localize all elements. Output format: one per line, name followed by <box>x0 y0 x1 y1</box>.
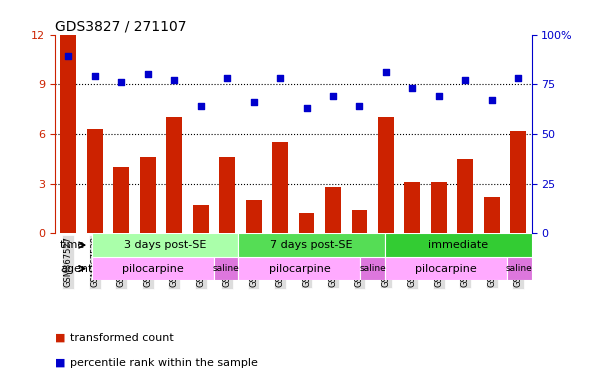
Bar <box>60 35 76 233</box>
Bar <box>385 233 532 257</box>
Text: GDS3827 / 271107: GDS3827 / 271107 <box>55 20 186 33</box>
Text: saline: saline <box>213 264 240 273</box>
Bar <box>360 257 385 280</box>
Point <box>408 85 417 91</box>
Text: saline: saline <box>506 264 533 273</box>
Text: transformed count: transformed count <box>70 333 174 343</box>
Point <box>275 75 285 81</box>
Point <box>116 79 126 85</box>
Text: ■: ■ <box>55 333 65 343</box>
Bar <box>92 257 214 280</box>
Point <box>249 99 258 105</box>
Point <box>64 53 73 60</box>
Point <box>90 73 100 79</box>
Point <box>434 93 444 99</box>
Bar <box>484 197 500 233</box>
Point <box>222 75 232 81</box>
Bar <box>140 157 156 233</box>
Point <box>461 77 470 83</box>
Bar <box>87 129 103 233</box>
Point <box>487 97 497 103</box>
Bar <box>404 182 420 233</box>
Text: agent: agent <box>60 263 92 273</box>
Point <box>328 93 338 99</box>
Text: saline: saline <box>359 264 386 273</box>
Text: pilocarpine: pilocarpine <box>415 263 477 273</box>
Bar <box>299 214 315 233</box>
Bar <box>238 233 385 257</box>
Bar <box>246 200 262 233</box>
Text: pilocarpine: pilocarpine <box>122 263 184 273</box>
Bar <box>214 257 238 280</box>
Text: 3 days post-SE: 3 days post-SE <box>124 240 206 250</box>
Bar <box>378 118 394 233</box>
Text: immediate: immediate <box>428 240 488 250</box>
Bar <box>92 233 238 257</box>
Point <box>143 71 153 78</box>
Bar <box>431 182 447 233</box>
Bar <box>192 205 208 233</box>
Point <box>302 105 312 111</box>
Point <box>354 103 364 109</box>
Point <box>513 75 523 81</box>
Bar <box>113 167 129 233</box>
Bar <box>219 157 235 233</box>
Bar <box>325 187 341 233</box>
Text: pilocarpine: pilocarpine <box>268 263 331 273</box>
Bar <box>458 159 474 233</box>
Point <box>381 69 391 75</box>
Text: ■: ■ <box>55 358 65 368</box>
Text: time: time <box>60 240 85 250</box>
Bar <box>385 257 507 280</box>
Bar <box>272 142 288 233</box>
Point <box>169 77 179 83</box>
Bar <box>510 131 526 233</box>
Text: 7 days post-SE: 7 days post-SE <box>270 240 353 250</box>
Bar <box>351 210 367 233</box>
Bar <box>238 257 360 280</box>
Bar <box>507 257 532 280</box>
Text: percentile rank within the sample: percentile rank within the sample <box>70 358 258 368</box>
Point <box>196 103 205 109</box>
Bar <box>166 118 182 233</box>
